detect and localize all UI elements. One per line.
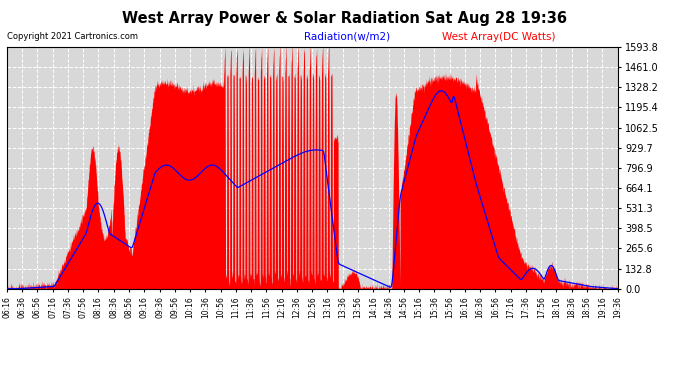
Text: Radiation(w/m2): Radiation(w/m2) xyxy=(304,32,390,42)
Text: West Array Power & Solar Radiation Sat Aug 28 19:36: West Array Power & Solar Radiation Sat A… xyxy=(123,11,567,26)
Text: Copyright 2021 Cartronics.com: Copyright 2021 Cartronics.com xyxy=(7,32,138,41)
Text: West Array(DC Watts): West Array(DC Watts) xyxy=(442,32,555,42)
